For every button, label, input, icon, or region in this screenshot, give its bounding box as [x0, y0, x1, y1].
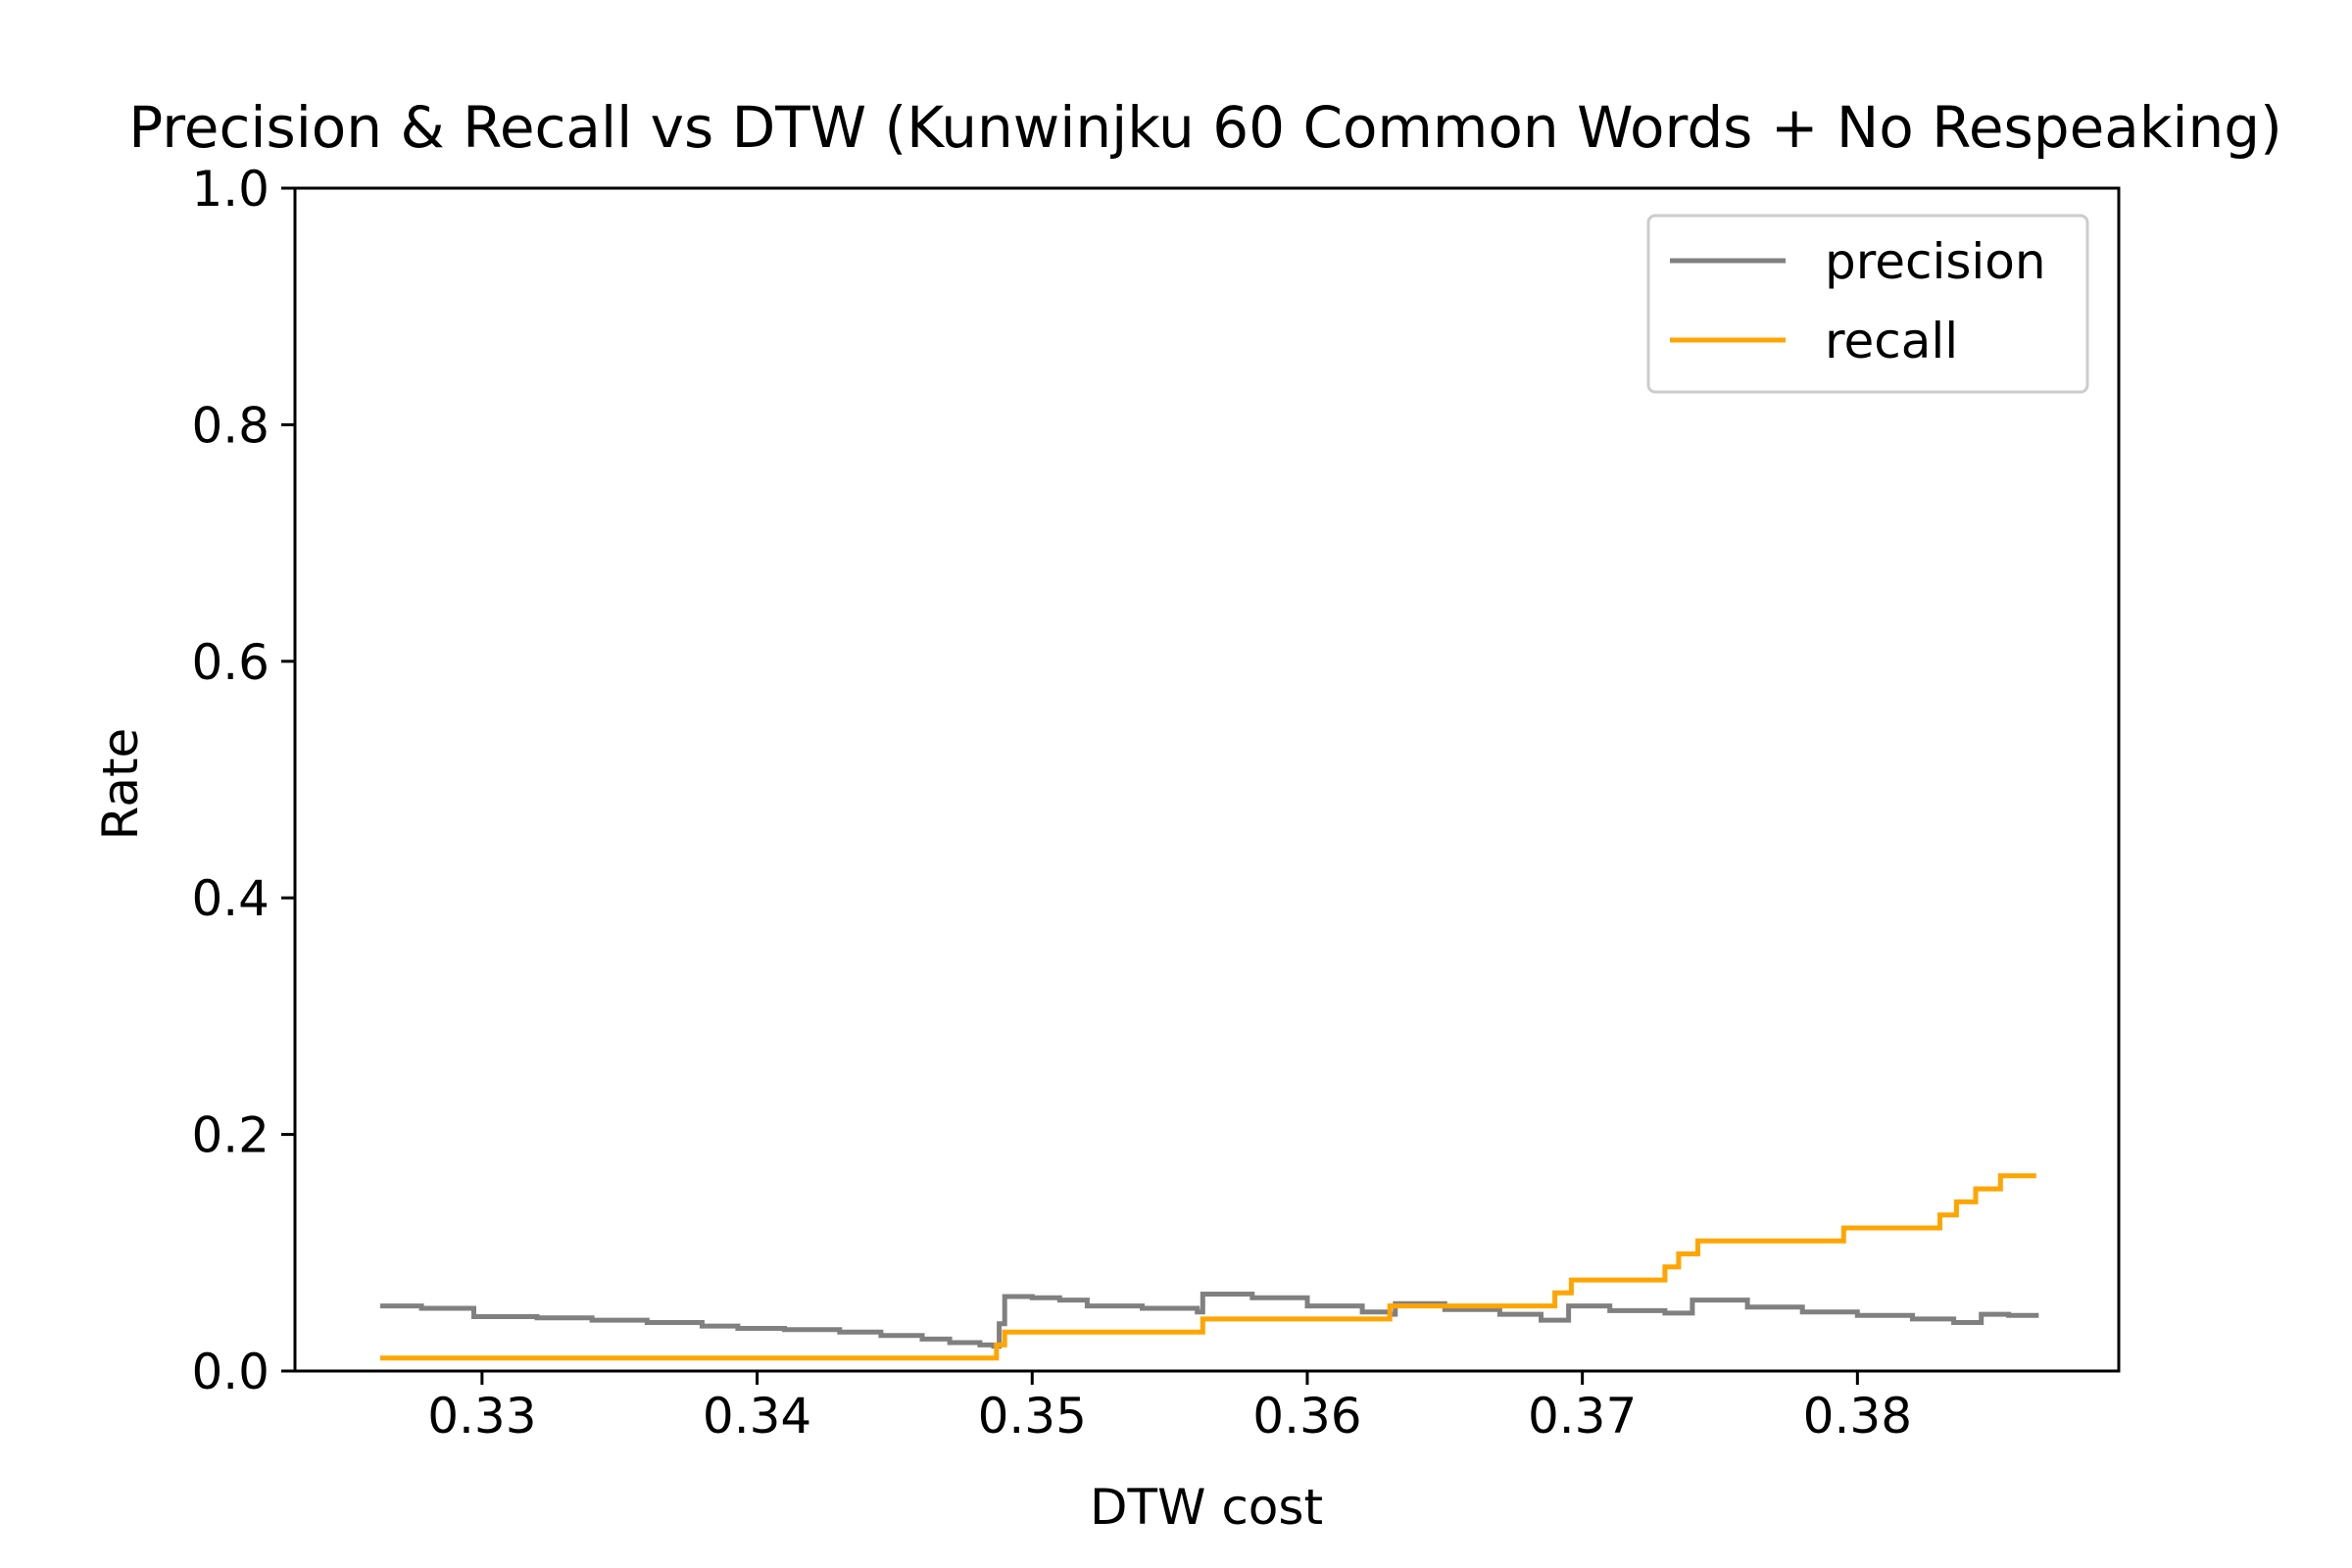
- y-tick-label: 0.4: [191, 870, 270, 927]
- series-line-recall: [380, 1173, 2036, 1361]
- legend: precision recall: [1646, 214, 2089, 394]
- y-axis: 0.0 0.2 0.4 0.6 0.8 1.0: [191, 161, 295, 1400]
- plot-frame: [293, 186, 2121, 1373]
- x-axis: 0.33 0.34 0.35 0.36 0.37 0.38: [427, 1371, 1912, 1445]
- y-tick-label: 0.0: [191, 1344, 270, 1400]
- series-line-precision: [380, 1292, 2039, 1349]
- y-tick-label: 1.0: [191, 161, 270, 218]
- legend-label-precision: precision: [1825, 233, 2046, 290]
- x-tick-label: 0.36: [1252, 1388, 1361, 1445]
- y-tick-label: 0.8: [191, 397, 270, 454]
- legend-label-recall: recall: [1825, 313, 1958, 369]
- y-tick-label: 0.2: [191, 1107, 270, 1164]
- x-tick-label: 0.33: [427, 1388, 536, 1445]
- y-axis-label: Rate: [92, 728, 149, 841]
- x-tick-label: 0.38: [1803, 1388, 1912, 1445]
- chart-title: Precision & Recall vs DTW (Kunwinjku 60 …: [128, 94, 2281, 161]
- x-tick-label: 0.37: [1528, 1388, 1637, 1445]
- x-axis-label: DTW cost: [1090, 1479, 1323, 1536]
- x-tick-label: 0.35: [978, 1388, 1087, 1445]
- x-tick-label: 0.34: [703, 1388, 811, 1445]
- series-layer: [380, 1173, 2039, 1361]
- y-tick-label: 0.6: [191, 634, 270, 691]
